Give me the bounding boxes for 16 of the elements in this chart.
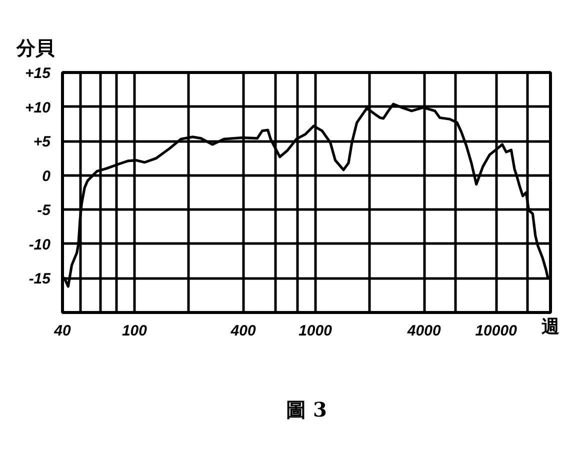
x-tick-label: 40 [53,322,72,340]
x-tick-label: 100 [122,322,148,340]
y-tick-label: -15 [28,270,52,288]
x-axis-title: 週 [540,316,560,338]
y-tick-label: +5 [33,134,52,151]
y-axis-title: 分貝 [16,38,56,60]
caption: 圖 3 [286,398,327,422]
y-tick-label: +15 [25,65,52,82]
y-tick-label: 0 [42,168,52,185]
x-tick-label: 10000 [475,322,518,340]
x-tick-label: 400 [230,322,256,340]
x-tick-label: 1000 [298,322,333,340]
y-tick-label: -5 [37,202,52,220]
x-tick-label: 4000 [406,322,442,340]
y-tick-label: +10 [25,99,52,116]
y-tick-label: -10 [28,236,52,254]
